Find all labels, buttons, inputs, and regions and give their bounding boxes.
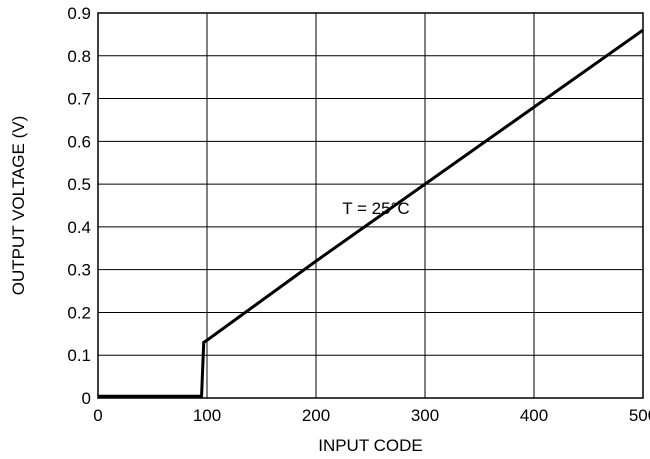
y-tick-label: 0 — [82, 389, 91, 408]
x-tick-label: 300 — [411, 406, 439, 425]
y-tick-label: 0.7 — [67, 90, 91, 109]
y-tick-label: 0.1 — [67, 346, 91, 365]
y-tick-label: 0.2 — [67, 303, 91, 322]
annotations: T = 25°C — [342, 199, 409, 218]
y-tick-label: 0.6 — [67, 132, 91, 151]
x-tick-label: 100 — [193, 406, 221, 425]
x-tick-labels: 0 100 200 300 400 500 — [93, 406, 650, 425]
x-tick-label: 500 — [629, 406, 650, 425]
series-layer — [98, 28, 644, 398]
y-tick-label: 0.9 — [67, 4, 91, 23]
x-tick-label: 200 — [302, 406, 330, 425]
y-tick-label: 0.8 — [67, 47, 91, 66]
x-tick-label: 0 — [93, 406, 102, 425]
x-tick-label: 400 — [520, 406, 548, 425]
plot-frame — [97, 12, 644, 399]
y-axis-title: OUTPUT VOLTAGE (V) — [9, 116, 28, 295]
y-tick-label: 0.4 — [67, 218, 91, 237]
y-tick-labels: 0 0.1 0.2 0.3 0.4 0.5 0.6 0.7 0.8 0.9 — [67, 4, 91, 408]
y-tick-label: 0.3 — [67, 261, 91, 280]
series-line — [98, 28, 644, 398]
y-tick-label: 0.5 — [67, 175, 91, 194]
x-axis-title: INPUT CODE — [318, 436, 423, 455]
temperature-annotation: T = 25°C — [342, 199, 409, 218]
